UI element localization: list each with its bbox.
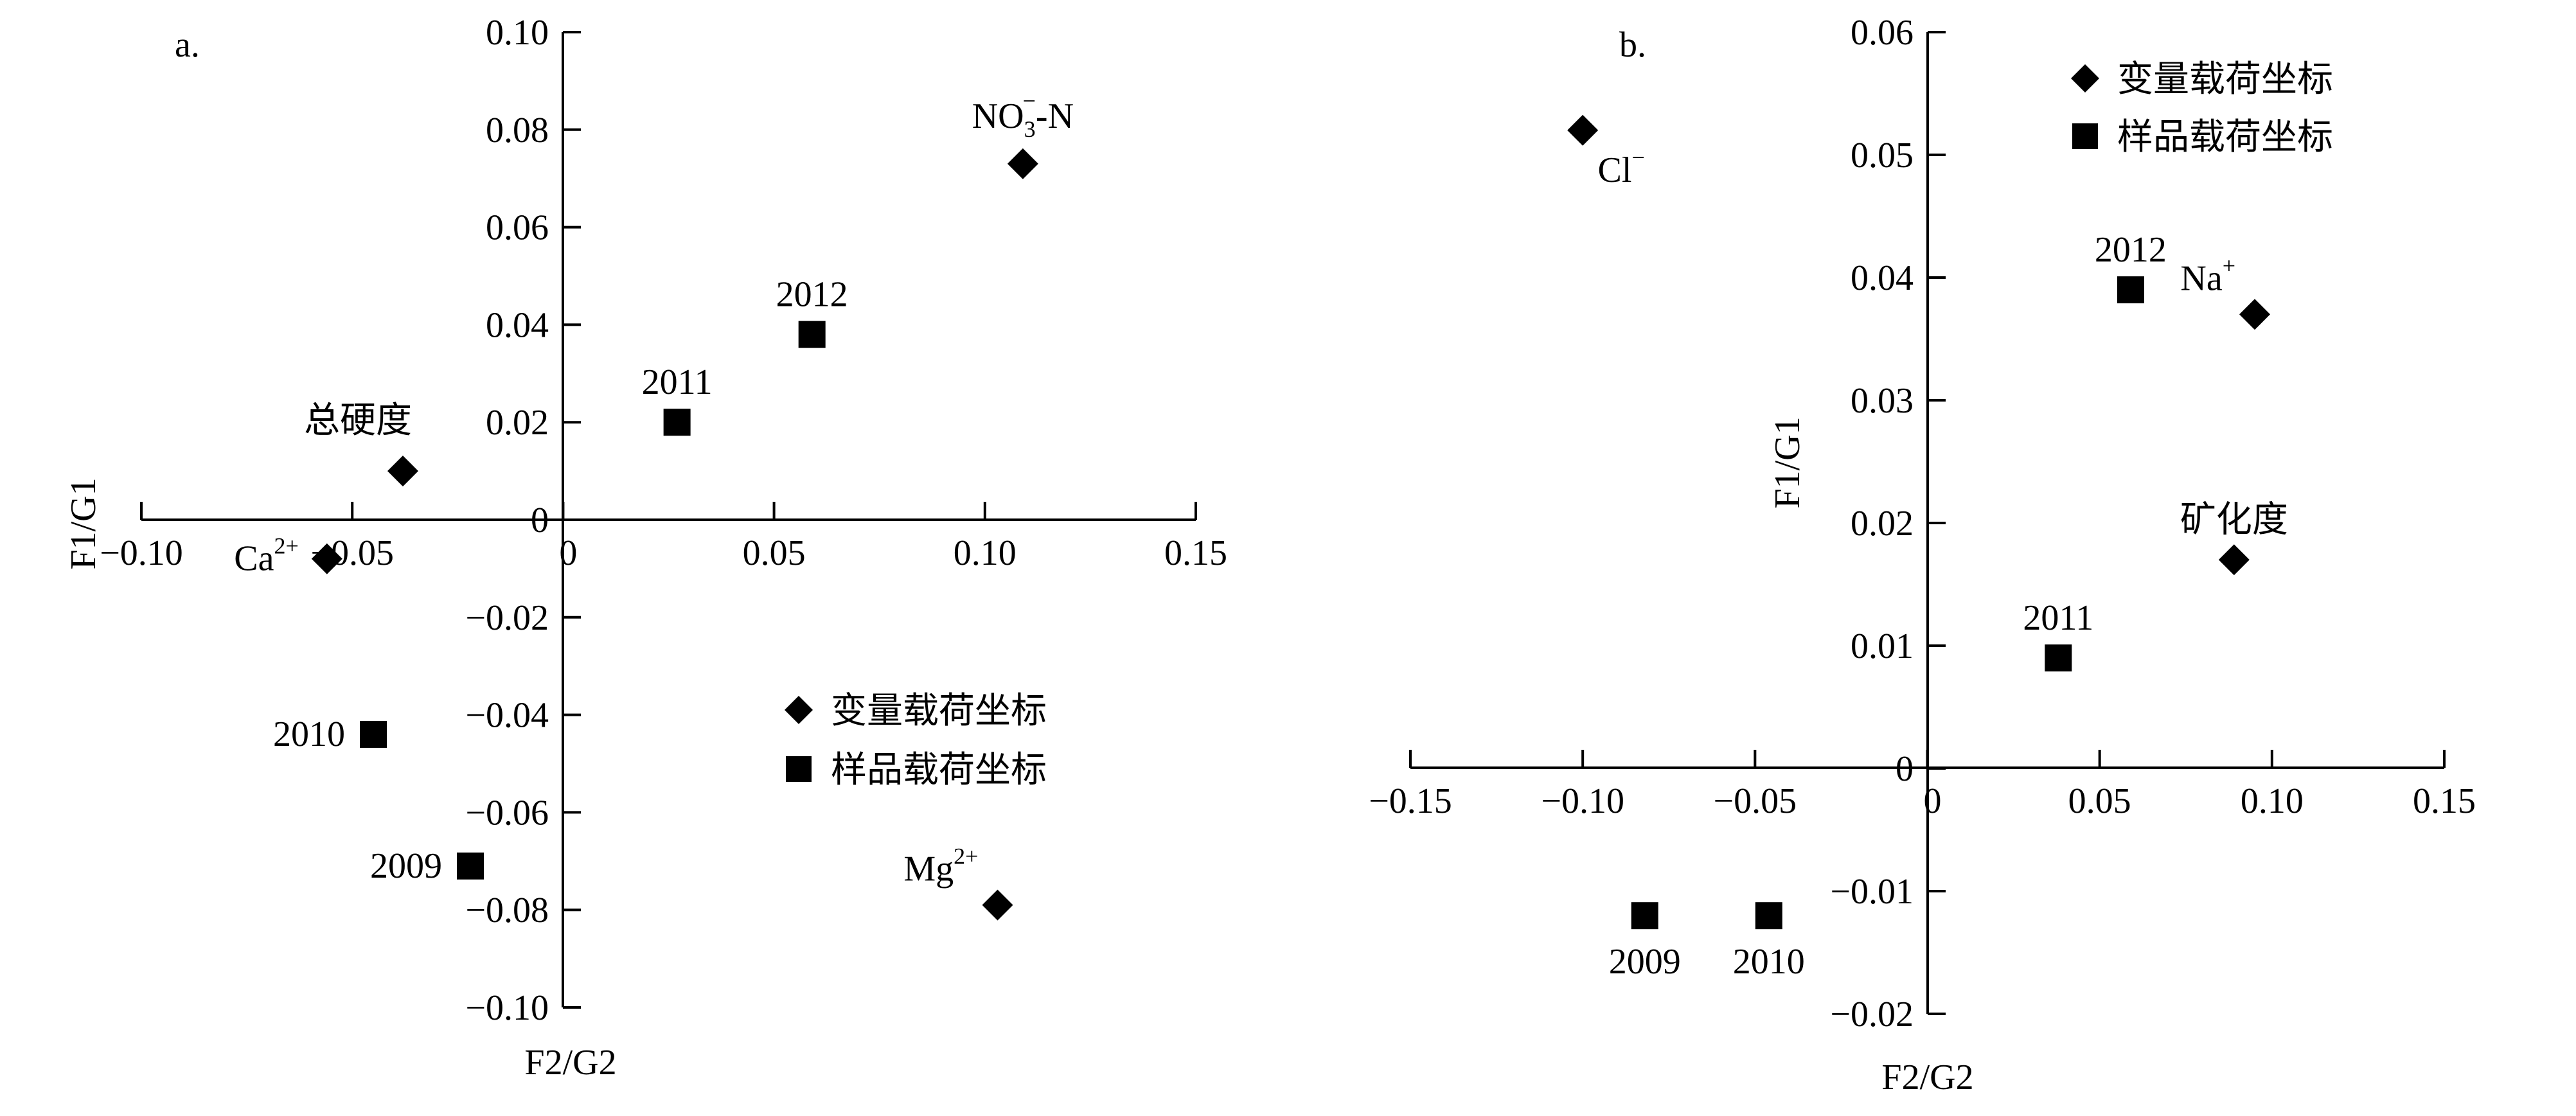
y-tick-label: 0 <box>1896 749 1914 789</box>
legend-diamond-icon <box>785 696 813 724</box>
x-axis-title: F2/G2 <box>1881 1058 1973 1097</box>
square-marker <box>1631 902 1658 930</box>
y-tick-label: −0.02 <box>1830 995 1914 1034</box>
legend-square-icon <box>786 756 812 782</box>
y-tick-label: 0.04 <box>1851 258 1914 298</box>
y-tick-label: −0.04 <box>465 696 549 736</box>
x-tick-label: 0.05 <box>743 533 806 573</box>
x-tick-label: −0.05 <box>1714 781 1797 821</box>
point-label: 2011 <box>642 362 713 402</box>
diamond-marker <box>2218 544 2250 576</box>
point-label: 矿化度 <box>2180 499 2288 540</box>
point-label: 总硬度 <box>304 400 412 441</box>
legend-square-icon <box>2072 123 2098 149</box>
square-marker <box>798 321 826 348</box>
y-tick-label: −0.10 <box>465 988 549 1028</box>
diamond-marker <box>2239 299 2271 330</box>
y-tick-label: −0.02 <box>465 598 549 638</box>
point-label: Ca2+ <box>234 533 299 579</box>
x-tick-label: 0 <box>1924 781 1942 821</box>
y-tick-label: 0.04 <box>486 305 549 345</box>
x-tick-label: 0.15 <box>1164 533 1227 573</box>
x-tick-label: 0.05 <box>2068 781 2131 821</box>
y-tick-label: 0.10 <box>486 13 549 53</box>
square-marker <box>360 720 387 748</box>
y-tick-label: 0.06 <box>486 208 549 248</box>
point-label: 2011 <box>2023 598 2093 638</box>
square-marker <box>1755 902 1782 930</box>
legend-label: 样品载荷坐标 <box>831 749 1047 791</box>
panel-label: a. <box>175 25 200 65</box>
y-tick-label: −0.06 <box>465 793 549 833</box>
point-label: 2012 <box>776 275 848 315</box>
y-axis-title: F1/G1 <box>64 477 103 569</box>
y-tick-label: −0.08 <box>465 890 549 930</box>
y-tick-label: −0.01 <box>1830 872 1914 912</box>
square-marker <box>456 852 484 880</box>
x-tick-label: −0.15 <box>1369 781 1452 821</box>
y-tick-label: 0 <box>531 500 549 540</box>
panel-label: b. <box>1619 25 1646 65</box>
square-marker <box>2117 276 2144 304</box>
x-tick-label: −0.10 <box>1541 781 1624 821</box>
x-tick-label: −0.10 <box>100 533 183 573</box>
diamond-marker <box>311 543 342 574</box>
x-tick-label: 0.15 <box>2413 781 2476 821</box>
point-label: NO3−-N <box>972 88 1074 142</box>
x-tick-label: 0 <box>559 533 577 573</box>
x-tick-label: 0.10 <box>954 533 1017 573</box>
y-tick-label: 0.03 <box>1851 381 1914 421</box>
diamond-marker <box>1567 114 1599 146</box>
square-marker <box>2045 644 2072 672</box>
x-axis-title: F2/G2 <box>524 1043 616 1083</box>
panel-a-chart: −0.10 −0.05 0 0.05 0.10 0.150.100.080.060.040… <box>64 13 1227 1083</box>
y-tick-label: 0.06 <box>1851 13 1914 53</box>
point-label: 2010 <box>1733 942 1805 982</box>
legend-label: 样品载荷坐标 <box>2117 116 2333 158</box>
point-label: Mg2+ <box>903 844 978 889</box>
x-tick-label: 0.10 <box>2241 781 2304 821</box>
panel-b-chart: −0.15 −0.10 −0.05 0 0.05 0.10 0.15 0.06 0.05 0.04… <box>1369 13 2476 1097</box>
y-tick-label: 0.02 <box>1851 504 1914 544</box>
point-label: 2009 <box>370 846 442 886</box>
legend-label: 变量载荷坐标 <box>2117 58 2333 100</box>
y-tick-label: 0.08 <box>486 111 549 150</box>
point-label: Cl− <box>1598 145 1645 190</box>
diamond-marker <box>982 889 1013 921</box>
square-marker <box>663 409 691 436</box>
y-tick-label: 0.01 <box>1851 626 1914 666</box>
point-label: 2012 <box>2095 230 2167 270</box>
diamond-marker <box>387 456 418 487</box>
point-label: 2010 <box>273 714 345 754</box>
y-axis-title: F1/G1 <box>1768 416 1808 508</box>
diamond-marker <box>1007 148 1038 179</box>
y-tick-label: 0.05 <box>1851 136 1914 175</box>
point-label: 2009 <box>1609 942 1681 982</box>
point-label: Na+ <box>2180 252 2235 298</box>
legend-label: 变量载荷坐标 <box>831 690 1047 732</box>
y-tick-label: 0.02 <box>486 403 549 443</box>
legend-diamond-icon <box>2071 64 2099 93</box>
